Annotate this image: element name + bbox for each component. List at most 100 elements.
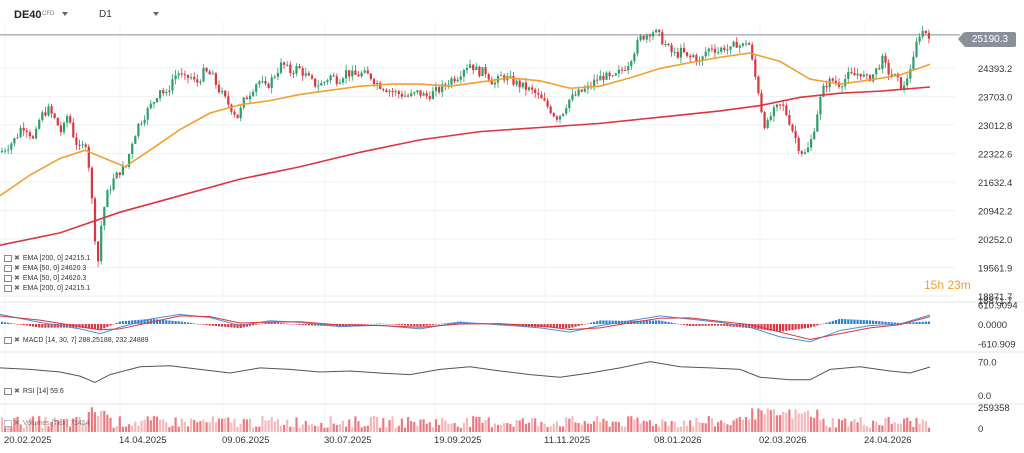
legend-rsi[interactable]: ✖ RSI [14] 59.6 <box>4 387 64 395</box>
macd-histogram-bar <box>713 324 717 326</box>
timeframe-select[interactable]: D1 <box>99 9 112 20</box>
volume-bar <box>775 415 779 432</box>
macd-histogram-bar <box>168 320 171 324</box>
macd-histogram-bar <box>689 324 692 327</box>
macd-histogram-bar <box>577 324 580 326</box>
candle-body <box>682 47 686 53</box>
macd-histogram-bar <box>50 324 53 328</box>
macd-histogram-bar <box>317 324 320 326</box>
candle-body <box>862 74 865 77</box>
volume-bar <box>518 420 521 432</box>
volume-bar <box>506 423 509 432</box>
close-icon[interactable]: ✖ <box>14 337 20 344</box>
macd-histogram-bar <box>214 324 217 327</box>
volume-bar <box>475 416 478 432</box>
legend-ema200-top[interactable]: ✖ EMA [200, 0] 24215.1 <box>4 254 90 262</box>
macd-histogram-bar <box>568 324 571 329</box>
macd-histogram-bar <box>912 322 915 324</box>
macd-histogram-bar <box>66 324 69 328</box>
macd-histogram-bar <box>425 324 428 326</box>
macd-histogram-bar <box>31 324 35 327</box>
eye-icon[interactable] <box>4 419 12 427</box>
candle-body <box>810 139 813 148</box>
volume-bar <box>354 416 357 432</box>
eye-icon[interactable] <box>4 387 12 395</box>
close-icon[interactable]: ✖ <box>14 265 20 272</box>
volume-bar <box>698 422 701 432</box>
macd-histogram-bar <box>444 323 447 324</box>
candle-body <box>717 51 720 53</box>
volume-bar <box>596 416 599 432</box>
macd-histogram-bar <box>391 324 394 325</box>
eye-icon[interactable] <box>4 264 12 272</box>
macd-histogram-bar <box>115 322 118 324</box>
macd-histogram-bar <box>397 324 400 325</box>
legend-volume[interactable]: ✖ Volumes [Tick] 71454 <box>4 419 90 427</box>
macd-histogram-bar <box>4 322 7 324</box>
candle-body <box>87 146 90 168</box>
close-icon[interactable]: ✖ <box>14 388 20 395</box>
volume-bar <box>813 418 816 432</box>
volume-bar <box>707 416 710 432</box>
candle-body <box>217 84 221 93</box>
macd-histogram-bar <box>199 324 202 325</box>
macd-signal-line <box>0 315 931 340</box>
eye-icon[interactable] <box>4 284 12 292</box>
volume-bar <box>912 426 915 432</box>
candle-body <box>363 70 366 73</box>
macd-histogram-bar <box>593 321 596 324</box>
volume-bar <box>41 427 44 432</box>
symbol-type: CFD <box>42 11 55 17</box>
candle-body <box>825 85 828 88</box>
close-icon[interactable]: ✖ <box>14 275 20 282</box>
eye-icon[interactable] <box>4 336 12 344</box>
volume-bar <box>766 408 769 432</box>
volume-bar <box>292 427 295 432</box>
volume-bar <box>682 420 686 432</box>
legend-ema200-b[interactable]: ✖ EMA [200, 0] 24215.1 <box>4 284 90 292</box>
volume-bar <box>515 420 518 432</box>
candle-body <box>661 31 664 45</box>
macd-axis-label: 0.0000 <box>978 320 1007 331</box>
candle-body <box>317 85 320 87</box>
macd-histogram-bar <box>171 320 174 324</box>
eye-icon[interactable] <box>4 254 12 262</box>
macd-histogram-bar <box>602 320 605 324</box>
close-icon[interactable]: ✖ <box>14 285 20 292</box>
candle-body <box>453 78 456 82</box>
macd-histogram-bar <box>335 324 338 327</box>
volume-bar <box>772 408 775 432</box>
volume-bar <box>369 416 372 432</box>
eye-icon[interactable] <box>4 274 12 282</box>
volume-bar <box>348 419 351 432</box>
volume-bar <box>360 427 363 432</box>
volume-bar <box>627 416 630 432</box>
macd-histogram-bar <box>766 324 769 331</box>
timeframe-dropdown-icon[interactable] <box>153 12 159 16</box>
volume-bar <box>366 425 369 432</box>
close-icon[interactable]: ✖ <box>14 420 20 427</box>
symbol-dropdown-icon[interactable] <box>62 12 68 16</box>
volume-bar <box>837 418 841 432</box>
candle-body <box>602 75 605 80</box>
candle-body <box>168 90 171 92</box>
macd-histogram-bar <box>558 324 562 328</box>
volume-bar <box>84 423 87 432</box>
close-icon[interactable]: ✖ <box>14 255 20 262</box>
volume-bar <box>283 424 286 432</box>
legend-ema50-b[interactable]: ✖ EMA [50, 0] 24620.3 <box>4 274 86 282</box>
legend-ema50-a[interactable]: ✖ EMA [50, 0] 24620.3 <box>4 264 86 272</box>
candle-body <box>868 75 872 82</box>
macd-histogram-bar <box>276 322 279 324</box>
macd-histogram-bar <box>664 321 667 324</box>
candle-body <box>596 79 599 81</box>
legend-macd[interactable]: ✖ MACD [14, 30, 7] 288.25188, 232.24889 <box>4 336 149 344</box>
candle-body <box>10 143 13 150</box>
volume-bar <box>896 423 899 432</box>
volume-bar <box>97 415 100 432</box>
symbol-name[interactable]: DE40 <box>14 9 42 21</box>
candle-body <box>307 73 310 76</box>
candle-body <box>878 68 881 70</box>
macd-histogram-bar <box>202 324 205 325</box>
